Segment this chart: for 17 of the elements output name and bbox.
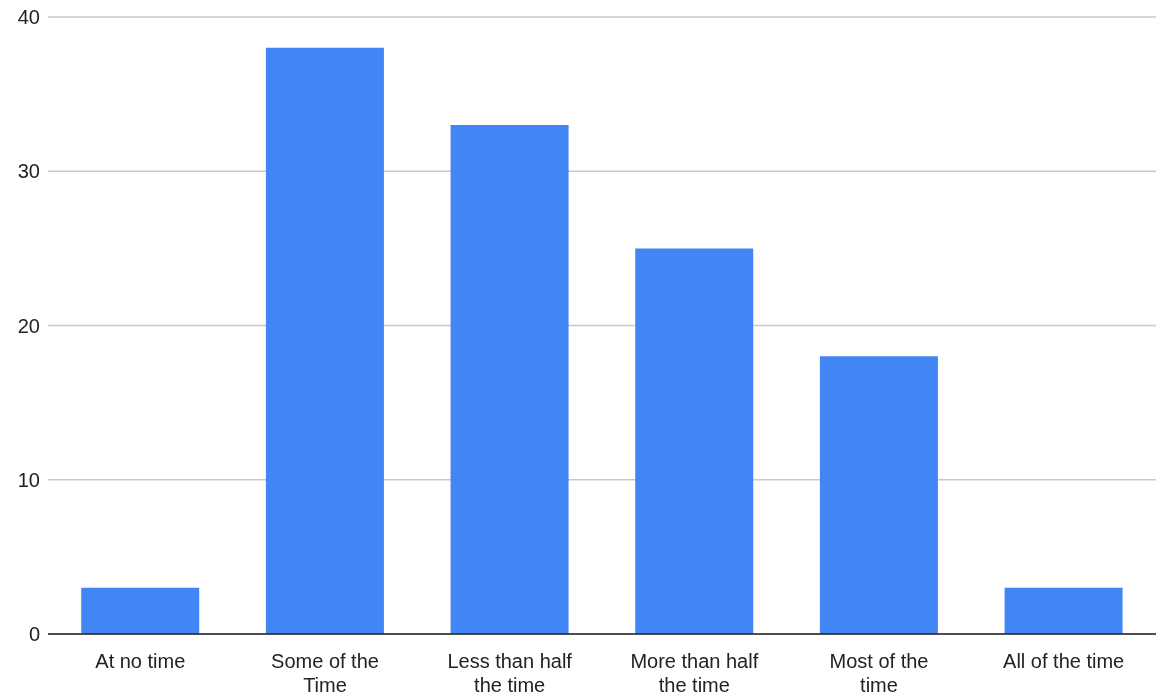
x-tick-label: All of the time (1003, 650, 1125, 672)
y-tick-label: 40 (17, 6, 40, 29)
y-tick-label: 10 (17, 468, 40, 491)
y-tick-label: 30 (17, 160, 40, 183)
bar (1004, 587, 1123, 634)
bar (450, 124, 569, 634)
x-tick-label: More than half the time (630, 650, 759, 696)
y-tick-label: 20 (17, 314, 40, 337)
x-tick-label: Some of the Time (271, 650, 379, 696)
bar (635, 248, 754, 634)
bar (81, 587, 200, 634)
x-tick-label: At no time (95, 650, 186, 672)
x-tick-label: Most of the time (829, 650, 929, 696)
bar (265, 47, 384, 634)
y-tick-label: 0 (28, 623, 40, 646)
bar (819, 356, 938, 634)
x-tick-label: Less than half the time (447, 650, 573, 696)
